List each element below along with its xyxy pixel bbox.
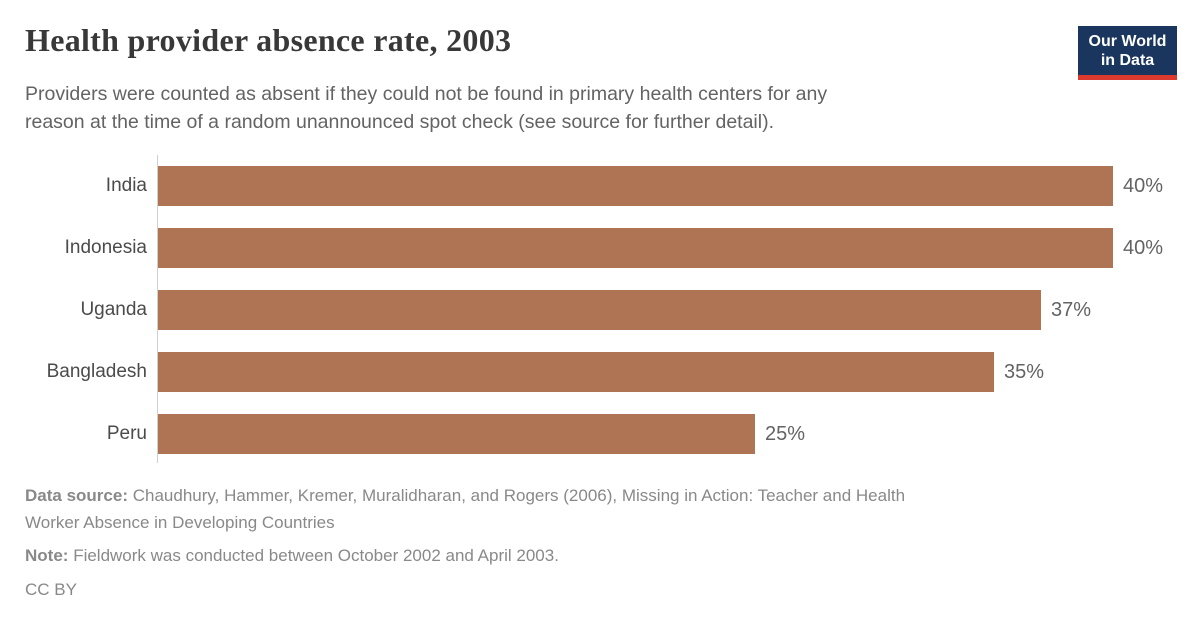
chart-subtitle: Providers were counted as absent if they…: [25, 80, 827, 136]
data-source-text-line: Chaudhury, Hammer, Kremer, Muralidharan,…: [132, 486, 906, 505]
license-label: CC BY: [25, 580, 77, 599]
subtitle-line: Providers were counted as absent if they…: [25, 83, 828, 105]
note-label: Note:: [25, 546, 69, 565]
value-label: 35%: [1004, 360, 1045, 383]
owid-logo-line2: in Data: [1100, 51, 1155, 69]
data-source-label: Data source:: [25, 486, 128, 505]
bar[interactable]: [158, 228, 1113, 268]
value-label: 40%: [1123, 236, 1164, 259]
bar-row: India 40%: [0, 155, 1200, 217]
country-label: Indonesia: [64, 237, 147, 258]
bar-row: Uganda 37%: [0, 279, 1200, 341]
bar-row: Peru 25%: [0, 403, 1200, 465]
bar-row: Indonesia 40%: [0, 217, 1200, 279]
data-source-text-line: Worker Absence in Developing Countries: [25, 513, 335, 532]
note: Note: Fieldwork was conducted between Oc…: [25, 542, 1145, 569]
bar-row: Bangladesh 35%: [0, 341, 1200, 403]
subtitle-line: reason at the time of a random unannounc…: [25, 111, 775, 133]
bar[interactable]: [158, 414, 755, 454]
country-label: India: [105, 175, 147, 196]
value-label: 40%: [1123, 174, 1164, 197]
owid-logo[interactable]: Our World in Data: [1078, 26, 1177, 80]
country-label: Uganda: [80, 299, 147, 320]
country-label: Peru: [106, 423, 147, 444]
y-axis-line: [157, 155, 158, 463]
bar[interactable]: [158, 352, 994, 392]
plot-rows: India 40% Indonesia 40% Uganda 37% Bangl…: [0, 155, 1200, 465]
page-title: Health provider absence rate, 2003: [25, 22, 512, 58]
value-label: 25%: [765, 422, 806, 445]
chart-footer: Data source: Chaudhury, Hammer, Kremer, …: [25, 482, 1145, 603]
bar[interactable]: [158, 290, 1041, 330]
country-label: Bangladesh: [46, 361, 147, 382]
value-label: 37%: [1051, 298, 1092, 321]
bar[interactable]: [158, 166, 1113, 206]
bar-chart: India 40% Indonesia 40% Uganda 37% Bangl…: [0, 155, 1200, 465]
data-source: Data source: Chaudhury, Hammer, Kremer, …: [25, 482, 1145, 536]
note-text: Fieldwork was conducted between October …: [73, 546, 559, 565]
owid-logo-line1: Our World: [1088, 32, 1167, 50]
